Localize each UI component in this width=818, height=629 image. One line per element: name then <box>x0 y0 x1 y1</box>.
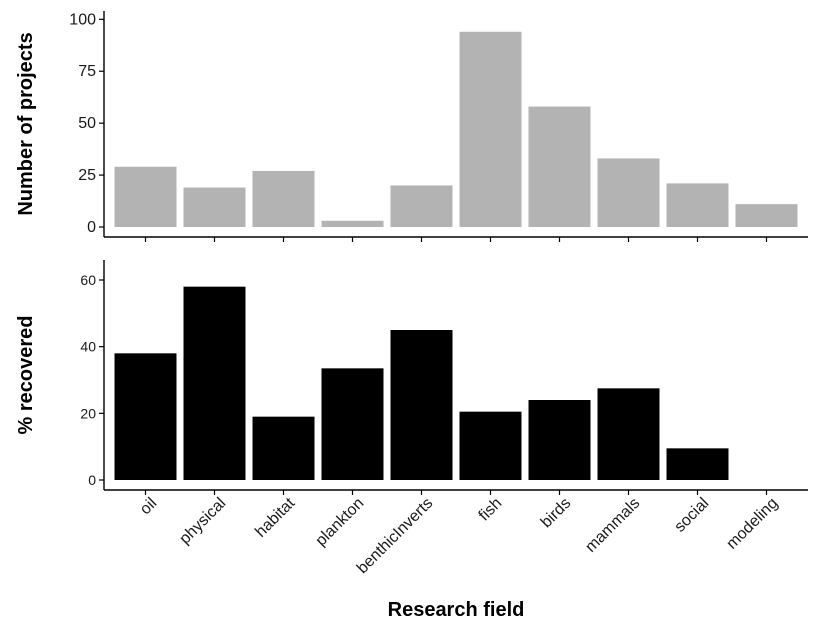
top-y-tick-label-75: 75 <box>78 63 96 80</box>
x-tick-label-habitat: habitat <box>252 494 298 540</box>
top-y-tick-label-0: 0 <box>87 219 96 236</box>
x-tick-label-mammals: mammals <box>582 495 643 556</box>
x-tick-label-plankton: plankton <box>313 495 368 550</box>
top-y-tick-label-50: 50 <box>78 115 96 132</box>
x-tick-label-oil: oil <box>137 495 160 518</box>
top-bar-oil <box>114 166 177 227</box>
bottom-bar-habitat <box>252 416 315 480</box>
bottom-y-axis-title: % recovered <box>15 316 37 435</box>
x-axis-title: Research field <box>388 599 525 621</box>
top-y-tick-label-100: 100 <box>69 11 96 28</box>
bottom-bar-mammals <box>597 388 660 480</box>
bottom-bar-benthicinverts <box>390 330 453 480</box>
bottom-y-tick-label-40: 40 <box>80 339 96 355</box>
top-bar-plankton <box>321 220 384 227</box>
bottom-bar-oil <box>114 353 177 480</box>
x-tick-label-modeling: modeling <box>723 495 781 553</box>
bottom-bar-fish <box>459 411 522 480</box>
x-tick-label-fish: fish <box>476 495 506 525</box>
bottom-bar-physical <box>183 286 246 480</box>
top-y-tick-label-25: 25 <box>78 167 96 184</box>
bottom-bar-plankton <box>321 368 384 480</box>
top-bar-fish <box>459 31 522 228</box>
top-bar-mammals <box>597 158 660 227</box>
bottom-y-tick-label-20: 20 <box>80 405 96 421</box>
top-bar-modeling <box>735 204 798 227</box>
bottom-bar-birds <box>528 400 591 480</box>
x-tick-label-physical: physical <box>176 495 229 548</box>
x-tick-label-birds: birds <box>538 495 575 532</box>
bottom-bar-social <box>666 448 729 480</box>
top-bar-social <box>666 183 729 227</box>
top-bar-birds <box>528 106 591 227</box>
top-bar-habitat <box>252 170 315 227</box>
x-tick-label-social: social <box>671 495 712 536</box>
bottom-y-tick-label-60: 60 <box>80 272 96 288</box>
top-panel: 0 25 50 75 100 <box>69 11 808 242</box>
bottom-y-tick-label-0: 0 <box>88 472 96 488</box>
top-bar-benthicinverts <box>390 185 453 227</box>
top-bar-physical <box>183 187 246 227</box>
top-y-axis-title: Number of projects <box>15 32 37 215</box>
